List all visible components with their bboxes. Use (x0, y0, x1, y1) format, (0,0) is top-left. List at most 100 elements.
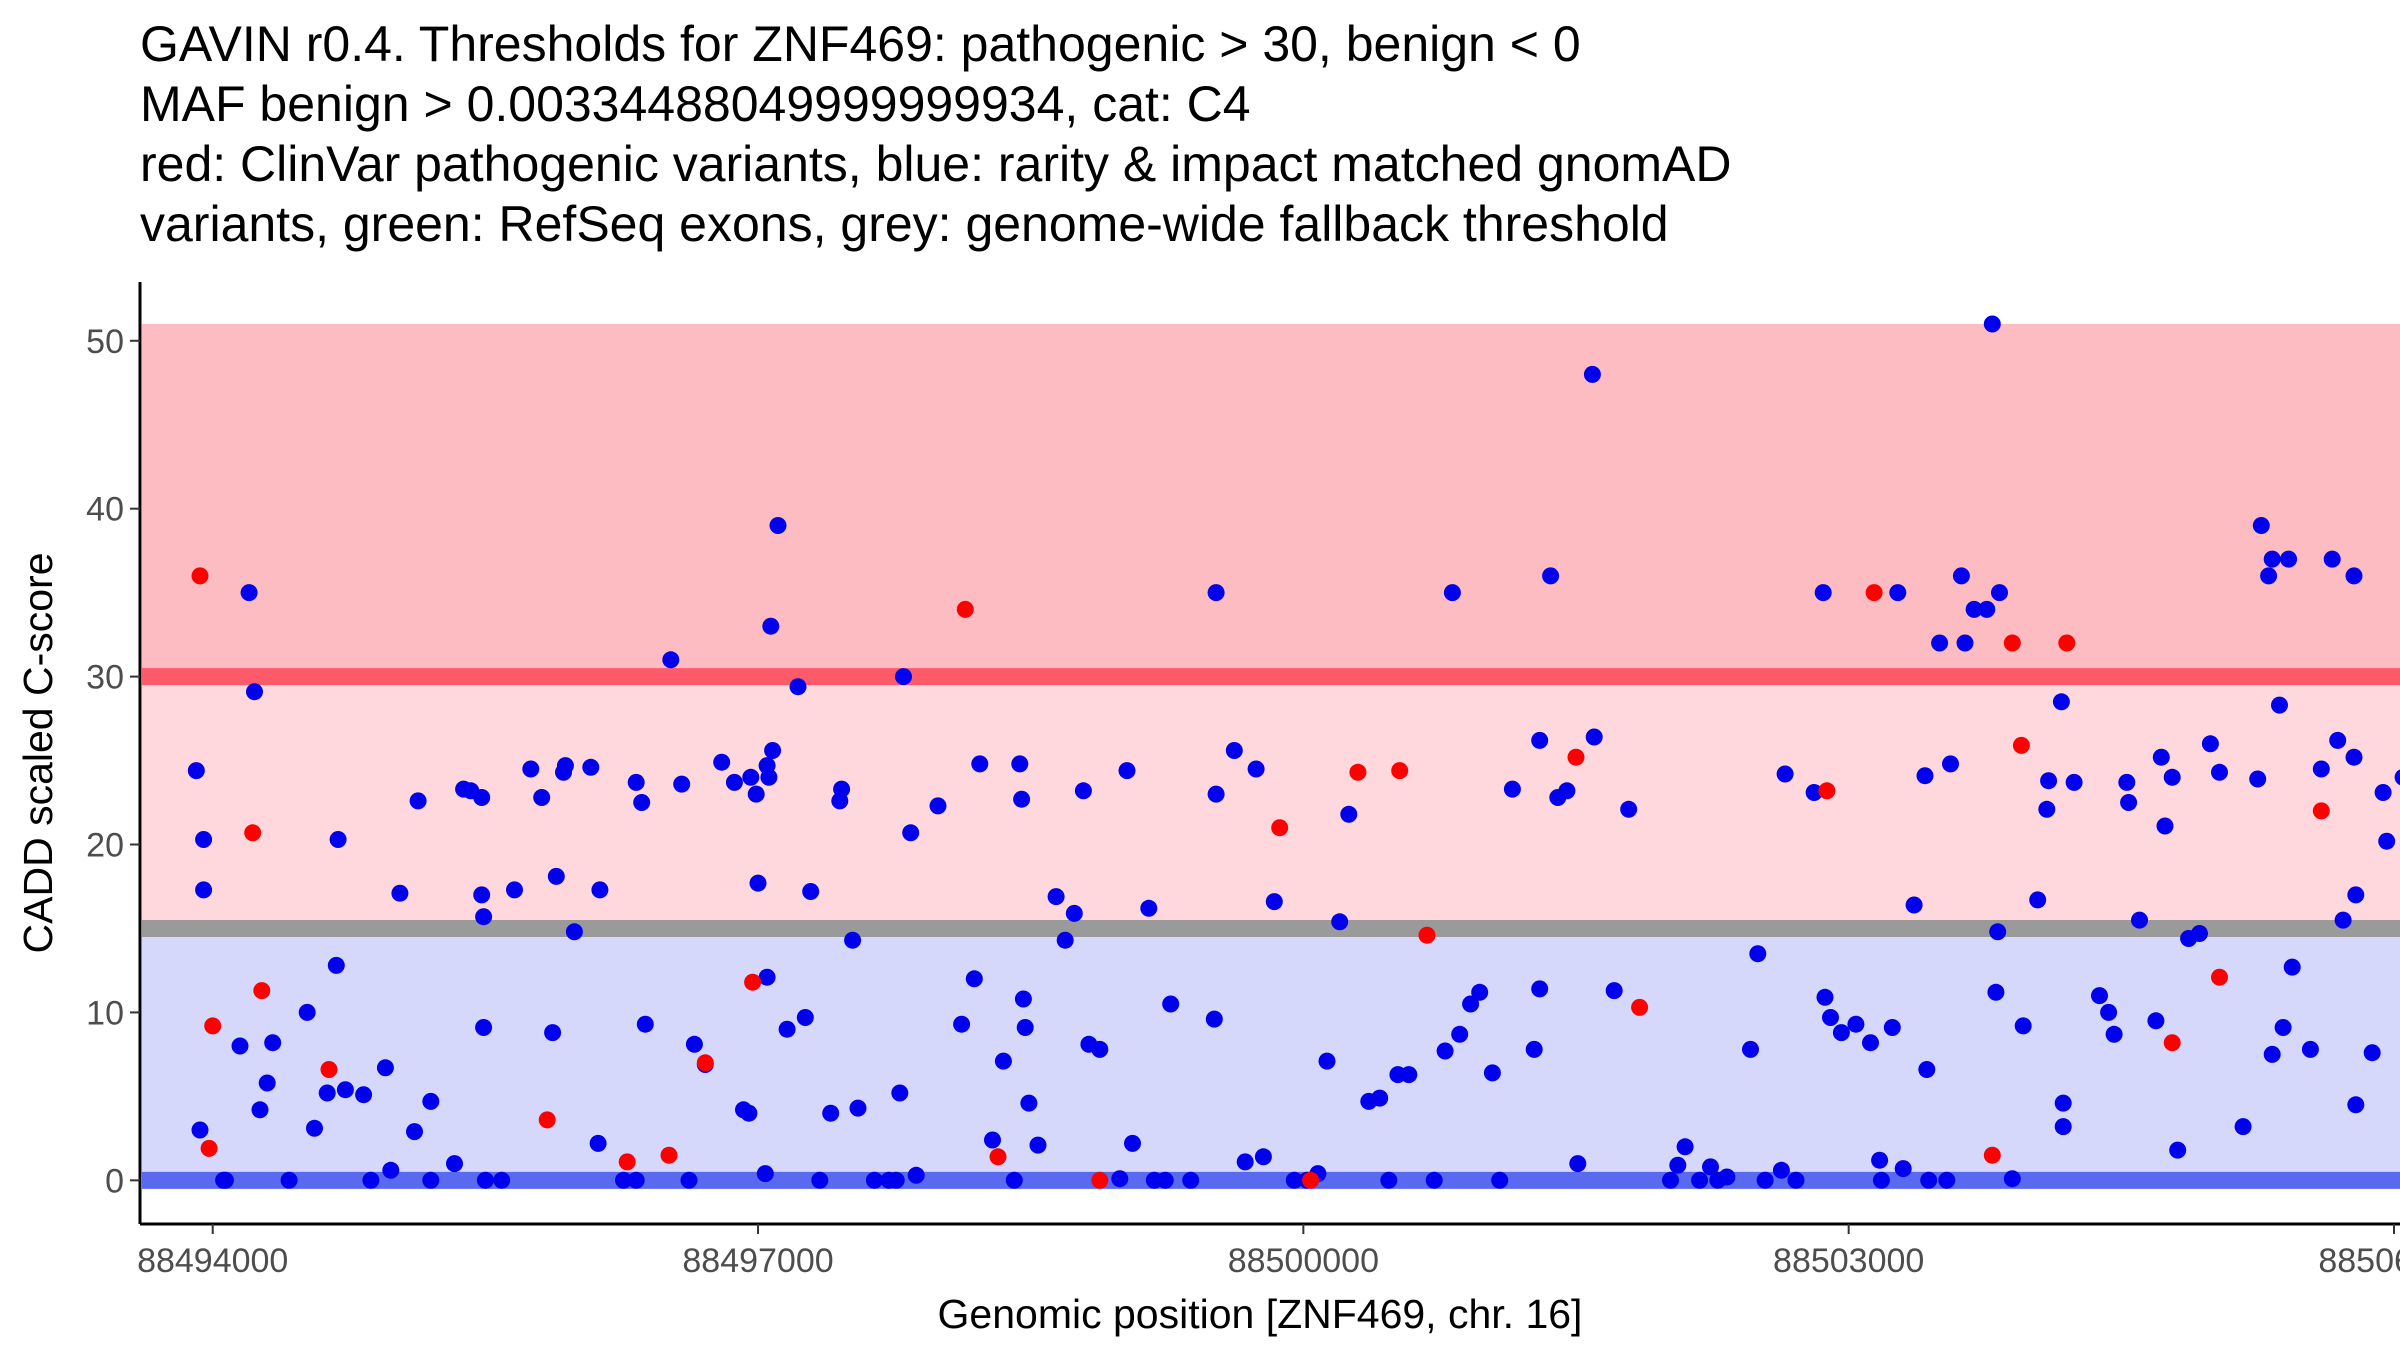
gnomad-point (1938, 1171, 1956, 1189)
gnomad-point (533, 789, 551, 806)
gnomad-point (662, 651, 680, 669)
gnomad-point (1776, 765, 1794, 783)
clinvar-point (204, 1017, 222, 1035)
y-tick-label: 50 (86, 323, 124, 361)
gnomad-point (2052, 693, 2070, 711)
gnomad-point (1931, 634, 1949, 652)
gnomad-point (685, 1035, 703, 1053)
gnomad-point (2147, 1012, 2165, 1030)
x-tick-label: 88500000 (1228, 1242, 1379, 1280)
gnomad-point (422, 1092, 440, 1110)
gnomad-point (2169, 1141, 2187, 1159)
gnomad-point (329, 831, 347, 848)
gnomad-point (1111, 1170, 1129, 1188)
title-line-4: variants, green: RefSeq exons, grey: gen… (140, 196, 1669, 252)
gnomad-point (391, 884, 409, 902)
gnomad-point (627, 773, 645, 791)
y-axis-title: CADD scaled C-score (15, 553, 61, 954)
y-tick-label: 10 (86, 994, 124, 1032)
gnomad-point (1065, 904, 1083, 922)
gnomad-point (1916, 767, 1934, 785)
gnomad-point (1583, 365, 1601, 383)
gnomad-point (1436, 1042, 1454, 1060)
gnomad-point (1014, 990, 1032, 1008)
gnomad-point (1013, 790, 1031, 808)
gnomad-point (376, 1059, 394, 1077)
gnomad-point (1605, 982, 1623, 1000)
gnomad-point (1749, 945, 1767, 963)
gnomad-point (762, 617, 780, 635)
gnomad-point (1816, 988, 1834, 1006)
gnomad-point (522, 760, 540, 778)
gnomad-point (1503, 780, 1521, 798)
gnomad-point (406, 1123, 423, 1141)
gnomad-point (280, 1171, 298, 1189)
gnomad-point (865, 1171, 883, 1189)
gnomad-point (2118, 773, 2136, 791)
gnomad-point (1236, 1153, 1254, 1171)
x-tick-label: 88506000 (2318, 1242, 2400, 1280)
gnomad-point (1965, 600, 1983, 618)
gnomad-point (887, 1171, 905, 1189)
gnomad-point (1787, 1171, 1805, 1189)
clinvar-point (2012, 736, 2030, 754)
gnomad-point (1285, 1171, 1303, 1189)
gnomad-point (1205, 1010, 1223, 1028)
gnomad-point (355, 1086, 373, 1104)
gnomad-point (633, 794, 651, 811)
gnomad-point (195, 831, 213, 848)
clinvar-point (1349, 763, 1367, 781)
gnomad-point (1005, 1171, 1023, 1189)
gnomad-point (251, 1101, 269, 1119)
clinvar-point (618, 1153, 636, 1171)
gnomad-point (591, 881, 609, 899)
gnomad-point (844, 931, 862, 949)
clinvar-point (1302, 1171, 1320, 1189)
gnomad-point (1525, 1040, 1543, 1058)
clinvar-point (200, 1139, 218, 1157)
x-axis-title: Genomic position [ZNF469, chr. 16] (938, 1291, 1583, 1337)
clinvar-point (1271, 819, 1289, 837)
y-tick-label: 0 (105, 1162, 124, 1200)
gnomad-point (1956, 634, 1974, 652)
gnomad-point (756, 1165, 774, 1183)
title-line-1: GAVIN r0.4. Thresholds for ZNF469: patho… (140, 16, 1581, 72)
gnomad-point (2249, 770, 2267, 788)
gnomad-point (446, 1155, 463, 1173)
clinvar-point (1391, 762, 1409, 780)
gnomad-point (1662, 1171, 1679, 1189)
gnomad-point (1254, 1148, 1272, 1166)
gnomad-point (833, 780, 851, 798)
gnomad-point (1569, 1155, 1587, 1173)
gnomad-point (2329, 731, 2347, 749)
gnomad-point (582, 758, 600, 776)
gnomad-point (336, 1081, 354, 1099)
gnomad-point (2038, 800, 2056, 818)
gnomad-point (984, 1131, 1001, 1149)
gnomad-point (760, 768, 778, 786)
gnomad-point (2091, 987, 2108, 1005)
gnomad-point (1620, 800, 1638, 818)
gnomad-point (907, 1166, 925, 1184)
gnomad-point (2345, 567, 2363, 585)
clinvar-point (2312, 802, 2330, 820)
gnomad-point (1451, 1025, 1469, 1043)
gnomad-point (2283, 958, 2301, 976)
gnomad-point (796, 1009, 814, 1026)
threshold-bands (142, 323, 2400, 1181)
gnomad-point (2156, 817, 2174, 835)
gnomad-point (191, 1121, 209, 1139)
gnomad-point (2252, 517, 2270, 534)
gnomad-point (1872, 1171, 1890, 1189)
benign-region (142, 928, 2400, 1181)
gnomad-point (902, 824, 920, 842)
gnomad-point (2100, 1003, 2118, 1021)
gnomad-point (1425, 1171, 1443, 1189)
x-tick-label: 88503000 (1773, 1242, 1924, 1280)
gnomad-point (2054, 1118, 2072, 1136)
gnomad-point (2374, 784, 2392, 801)
gnomad-point (994, 1052, 1012, 1070)
gnomad-point (1814, 584, 1832, 602)
gnomad-point (258, 1074, 276, 1092)
gnomad-point (1987, 983, 2005, 1001)
